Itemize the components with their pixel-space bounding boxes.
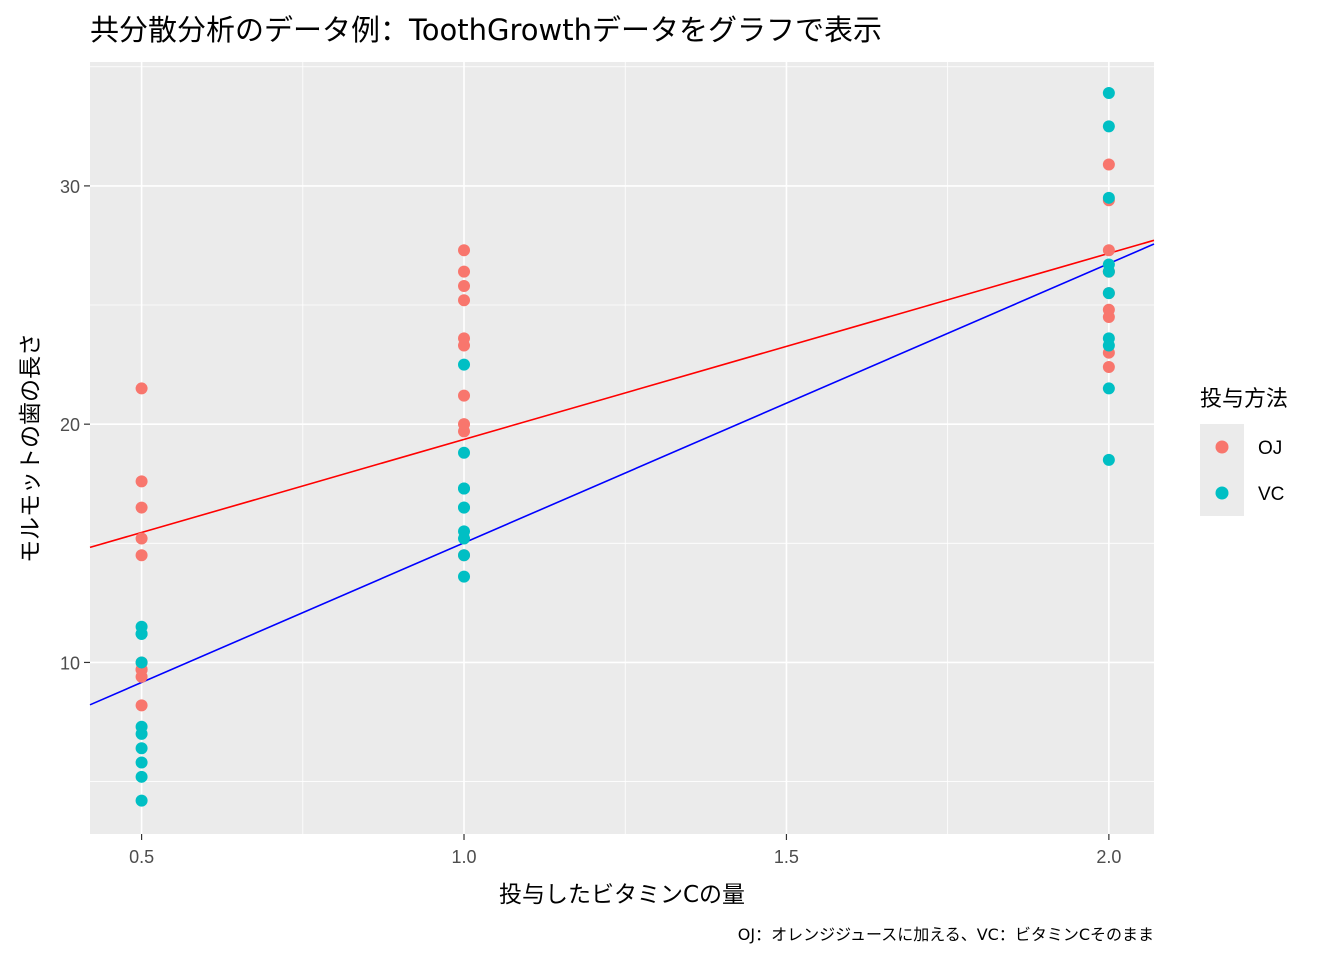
x-tick-label: 2.0 <box>1096 847 1121 867</box>
plot-panel <box>90 62 1154 834</box>
point-oj <box>1102 158 1115 171</box>
y-tick-label: 10 <box>60 653 80 673</box>
point-oj <box>458 244 471 257</box>
point-vc <box>1102 453 1115 466</box>
point-vc <box>458 501 471 514</box>
point-oj <box>458 294 471 307</box>
y-tick-label: 30 <box>60 177 80 197</box>
point-oj <box>458 265 471 278</box>
point-vc <box>458 446 471 459</box>
point-vc <box>135 742 148 755</box>
legend-title: 投与方法 <box>1200 387 1288 412</box>
point-oj <box>458 279 471 292</box>
point-oj <box>135 699 148 712</box>
legend: 投与方法 OJ VC <box>1200 387 1288 516</box>
data-points <box>135 86 1115 807</box>
y-axis-ticks: 10 20 30 <box>60 177 90 673</box>
minor-grid <box>90 62 1154 834</box>
point-vc <box>135 727 148 740</box>
point-oj <box>135 501 148 514</box>
x-axis-title: 投与したビタミンCの量 <box>499 882 745 908</box>
point-vc <box>135 756 148 769</box>
point-vc <box>1102 382 1115 395</box>
point-vc <box>458 482 471 495</box>
legend-key-oj <box>1215 440 1229 454</box>
point-oj <box>135 382 148 395</box>
legend-label-oj: OJ <box>1258 438 1282 459</box>
y-axis-title: モルモットの歯の長さ <box>18 333 44 563</box>
point-vc <box>135 770 148 783</box>
point-oj <box>135 532 148 545</box>
regression-lines <box>89 239 1155 706</box>
point-vc <box>135 627 148 640</box>
point-vc <box>1102 339 1115 352</box>
chart-title: 共分散分析のデータ例：ToothGrowthデータをグラフで表示 <box>90 13 882 47</box>
point-oj <box>458 332 471 345</box>
legend-label-vc: VC <box>1258 484 1284 505</box>
point-oj <box>1102 303 1115 316</box>
y-tick-label: 20 <box>60 415 80 435</box>
point-vc <box>1102 120 1115 133</box>
x-axis-ticks: 0.5 1.0 1.5 2.0 <box>129 834 1121 867</box>
point-vc <box>458 358 471 371</box>
point-vc <box>1102 287 1115 300</box>
point-oj <box>135 549 148 562</box>
legend-key-vc <box>1215 486 1229 500</box>
point-oj <box>1102 244 1115 257</box>
point-oj <box>135 475 148 488</box>
point-vc <box>1102 191 1115 204</box>
point-vc <box>1102 258 1115 271</box>
point-vc <box>458 549 471 562</box>
point-vc <box>135 794 148 807</box>
point-vc <box>1102 86 1115 99</box>
point-vc <box>458 570 471 583</box>
fit-line-oj <box>89 239 1155 549</box>
point-vc <box>458 525 471 538</box>
point-oj <box>1102 360 1115 373</box>
point-oj <box>458 389 471 402</box>
x-tick-label: 1.5 <box>774 847 799 867</box>
x-tick-label: 0.5 <box>129 847 154 867</box>
x-tick-label: 1.0 <box>451 847 476 867</box>
fit-line-vc <box>89 243 1155 706</box>
point-oj <box>458 418 471 431</box>
point-vc <box>135 656 148 669</box>
chart-caption: OJ：オレンジジュースに加える、VC：ビタミンCそのまま <box>738 925 1154 944</box>
